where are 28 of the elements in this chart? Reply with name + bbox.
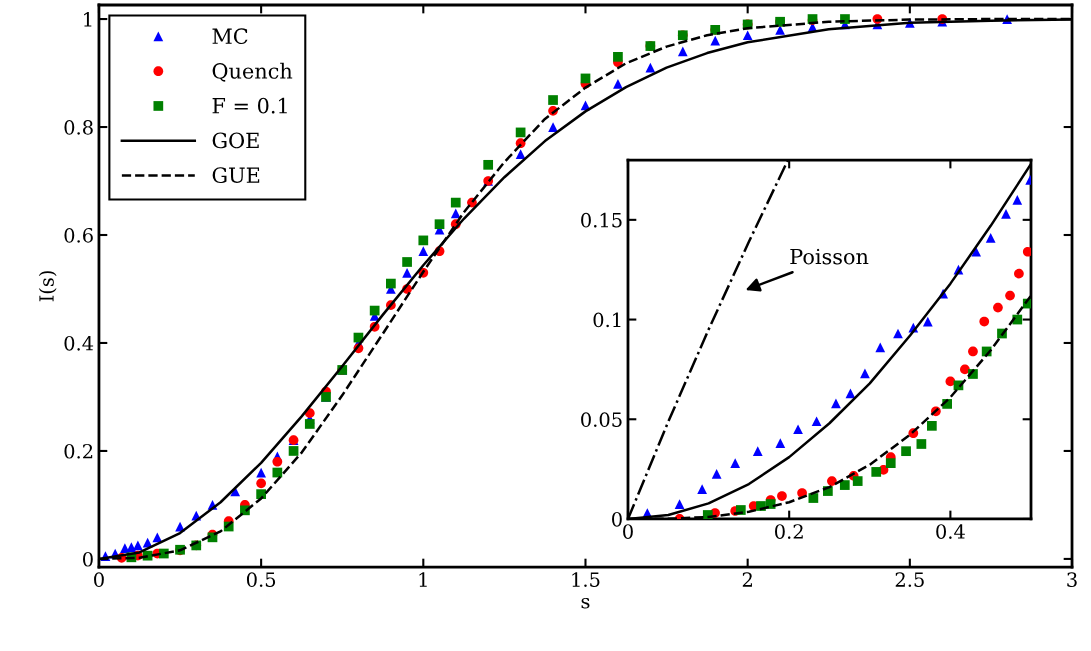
y-tick-label: 0.8 [64,119,93,135]
legend-label: GUE [212,167,260,184]
x-tick-label: 0.5 [246,572,276,587]
x-tick-label: 3 [1067,572,1077,587]
annotation: Poisson [790,248,869,265]
y-tick-label: 0.15 [581,212,622,228]
x-tick-label: 0.4 [936,524,965,539]
x-tick-label: 0 [94,572,104,587]
x-tick-label: 2 [742,572,752,587]
x-tick-label: 0 [623,524,633,539]
x-tick-label: 1 [419,572,427,587]
x-tick-label: 1.5 [572,572,600,587]
y-tick-label: 0.6 [64,227,93,243]
x-tick-label: 2.5 [895,572,924,587]
y-tick-label: 1 [84,12,92,27]
y-tick-label: 0 [83,551,93,567]
legend-label: Quench [212,62,293,82]
y-tick-label: 0.05 [581,412,622,427]
y-tick-label: 0 [612,511,622,527]
y-tick-label: 0.2 [64,443,93,459]
y-tick-label: 0.4 [64,335,94,351]
y-tick-label: 0.1 [593,312,621,328]
x-axis-title: s [581,597,590,609]
legend-label: F = 0.1 [212,97,287,114]
x-tick-label: 0.2 [775,524,803,539]
legend-label: MC [212,28,248,45]
y-axis-title: I(s) [38,271,57,302]
legend-label: GOE [212,132,259,149]
